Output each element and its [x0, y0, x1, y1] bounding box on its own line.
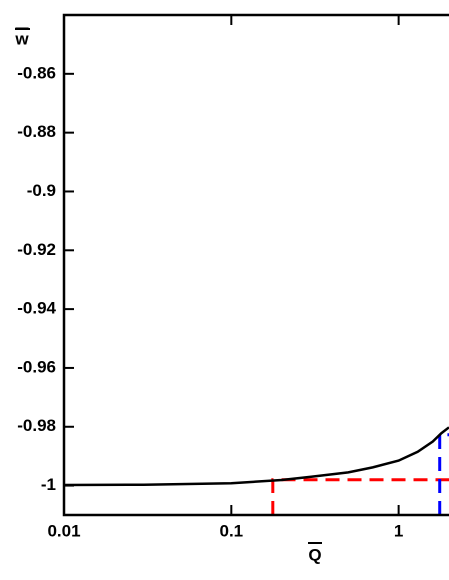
y-tick-label: -0.86: [17, 63, 56, 82]
guide-line: [271, 478, 449, 515]
x-tick-label: 0.1: [219, 521, 243, 540]
guide-line: [438, 433, 449, 515]
y-tick-label: -1: [41, 475, 56, 494]
y-tick-label: -0.88: [17, 122, 56, 141]
y-tick-label: -0.94: [17, 299, 56, 318]
y-tick-label: -0.96: [17, 357, 56, 376]
x-tick-label: 1: [394, 521, 403, 540]
axes-frame: [62, 13, 449, 517]
x-axis-label: Q: [308, 545, 321, 564]
y-axis-label: w: [14, 29, 29, 48]
y-tick-label: -0.92: [17, 240, 56, 259]
y-tick-label: -0.9: [27, 181, 56, 200]
x-tick-label: 0.01: [47, 521, 80, 540]
curve: [63, 426, 449, 487]
y-tick-label: -0.98: [17, 416, 56, 435]
